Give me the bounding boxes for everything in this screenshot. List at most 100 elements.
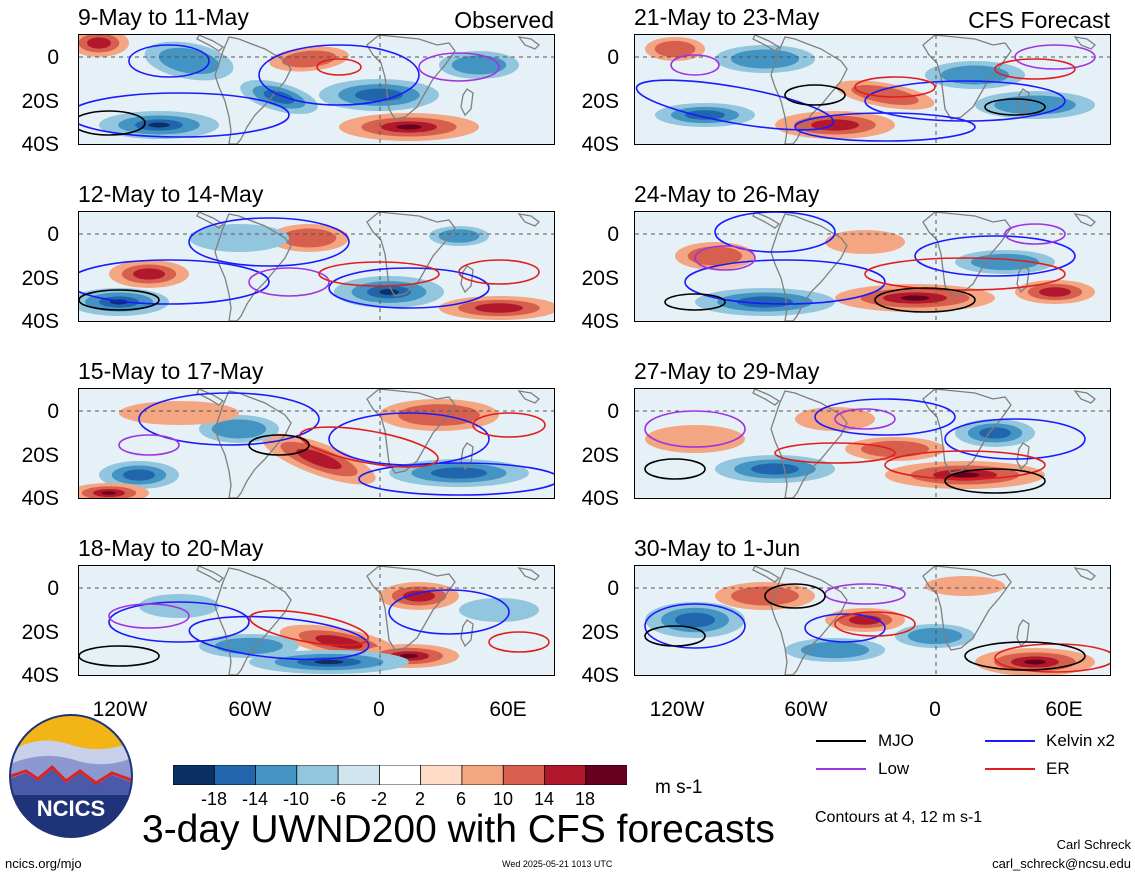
- panel-title-fcst-2: 24-May to 26-May: [634, 181, 820, 207]
- coastline: [1073, 390, 1096, 404]
- negative-anomaly: [211, 419, 267, 439]
- negative-anomaly: [189, 224, 289, 252]
- anomaly-field: [79, 389, 554, 498]
- coastline: [770, 36, 848, 144]
- positive-anomaly: [900, 295, 930, 301]
- colorbar-label: -2: [370, 789, 387, 809]
- anomaly-field: [635, 35, 1110, 144]
- lon-label-0: 0: [373, 698, 385, 721]
- mjo-contour: [764, 583, 826, 609]
- negative-anomaly: [314, 659, 344, 665]
- lat-label-20s: 20S: [581, 90, 619, 113]
- map-panel-fcst-4: [634, 565, 1111, 676]
- coastline: [366, 389, 456, 474]
- panel-title-fcst-3: 27-May to 29-May: [634, 358, 820, 384]
- kelvin-contour: [644, 603, 746, 649]
- colorbar-swatches: [172, 764, 628, 786]
- footer-url[interactable]: ncics.org/mjo: [5, 856, 82, 871]
- lon-label-120w: 120W: [92, 698, 148, 721]
- er-contour: [488, 631, 550, 653]
- mjo-contour: [79, 110, 146, 136]
- coastline: [517, 213, 540, 227]
- map-canvas: [79, 389, 554, 498]
- negative-anomaly: [685, 110, 725, 120]
- map-canvas: [635, 389, 1110, 498]
- coastline: [922, 389, 1012, 474]
- kelvin-contour: [388, 589, 510, 635]
- colorbar-swatch: [420, 764, 463, 786]
- er-contour: [774, 442, 896, 464]
- negative-anomaly: [979, 427, 1011, 439]
- colorbar-swatch: [585, 764, 628, 786]
- low-contour: [108, 603, 190, 629]
- low-contour: [834, 408, 896, 430]
- positive-anomaly: [101, 491, 117, 495]
- forecast-header: CFS Forecast: [968, 7, 1110, 33]
- coastline: [922, 35, 1012, 120]
- map-panel-fcst-2: [634, 211, 1111, 322]
- map-panel-obs-3: [78, 388, 555, 499]
- kelvin-contour: [188, 615, 370, 661]
- kelvin-contour: [814, 398, 956, 436]
- positive-anomaly: [654, 40, 696, 58]
- negative-anomaly: [431, 467, 487, 479]
- lon-label-60w: 60W: [784, 698, 828, 721]
- kelvin-contour: [635, 79, 835, 131]
- legend-kelvin-label: Kelvin x2: [1046, 731, 1115, 750]
- lon-label-60w: 60W: [228, 698, 272, 721]
- coastline: [460, 88, 474, 117]
- lat-label-40s: 40S: [21, 133, 59, 156]
- positive-anomaly: [861, 440, 929, 458]
- map-panel-obs-4: [78, 565, 555, 676]
- negative-anomaly: [215, 637, 283, 655]
- kelvin-contour: [128, 44, 210, 78]
- positive-anomaly: [400, 653, 418, 659]
- legend-mjo-label: MJO: [878, 731, 914, 750]
- colorbar-label: -10: [282, 789, 309, 809]
- negative-anomaly: [737, 296, 793, 308]
- map-canvas: [79, 35, 554, 144]
- lat-label-20s: 20S: [581, 267, 619, 290]
- lat-label-20s: 20S: [581, 444, 619, 467]
- map-canvas: [79, 566, 554, 675]
- coastline: [752, 35, 781, 52]
- negative-anomaly: [355, 88, 403, 102]
- lat-label-20s: 20S: [21, 621, 59, 644]
- footer-email[interactable]: carl_schreck@ncsu.edu: [992, 856, 1131, 871]
- low-contour: [644, 410, 746, 448]
- legend-er-label: ER: [1046, 759, 1070, 778]
- positive-anomaly: [133, 268, 165, 280]
- mjo-contour: [248, 434, 310, 456]
- low-contour: [418, 52, 500, 82]
- anomaly-field: [635, 389, 1110, 498]
- coastline: [196, 35, 225, 52]
- lon-label-0: 0: [929, 698, 941, 721]
- low-contour: [694, 245, 756, 271]
- colorbar-swatch: [296, 764, 340, 786]
- low-contour: [1014, 44, 1096, 70]
- lat-label-0: 0: [47, 46, 59, 69]
- negative-anomaly: [941, 65, 1009, 85]
- map-canvas: [635, 212, 1110, 321]
- colorbar-label: -14: [241, 789, 268, 809]
- anomaly-field: [635, 566, 1110, 675]
- coastline: [214, 567, 292, 675]
- positive-anomaly: [1024, 659, 1046, 665]
- kelvin-contour: [684, 259, 886, 305]
- ncics-logo: NCICS: [8, 713, 134, 839]
- map-canvas: [79, 212, 554, 321]
- mjo-contour: [784, 84, 846, 106]
- low-contour: [1004, 223, 1066, 245]
- colorbar-label: 2: [414, 789, 425, 809]
- negative-anomaly: [801, 641, 869, 659]
- coastline: [1073, 567, 1096, 581]
- legend-low-line: [816, 768, 866, 770]
- coastline: [366, 35, 456, 120]
- mjo-contour: [984, 98, 1046, 116]
- er-contour: [318, 261, 440, 287]
- er-contour: [994, 58, 1076, 80]
- coastline: [770, 567, 848, 675]
- positive-anomaly: [825, 230, 905, 254]
- colorbar-swatch: [213, 764, 257, 786]
- footer-author: Carl Schreck: [1056, 837, 1131, 852]
